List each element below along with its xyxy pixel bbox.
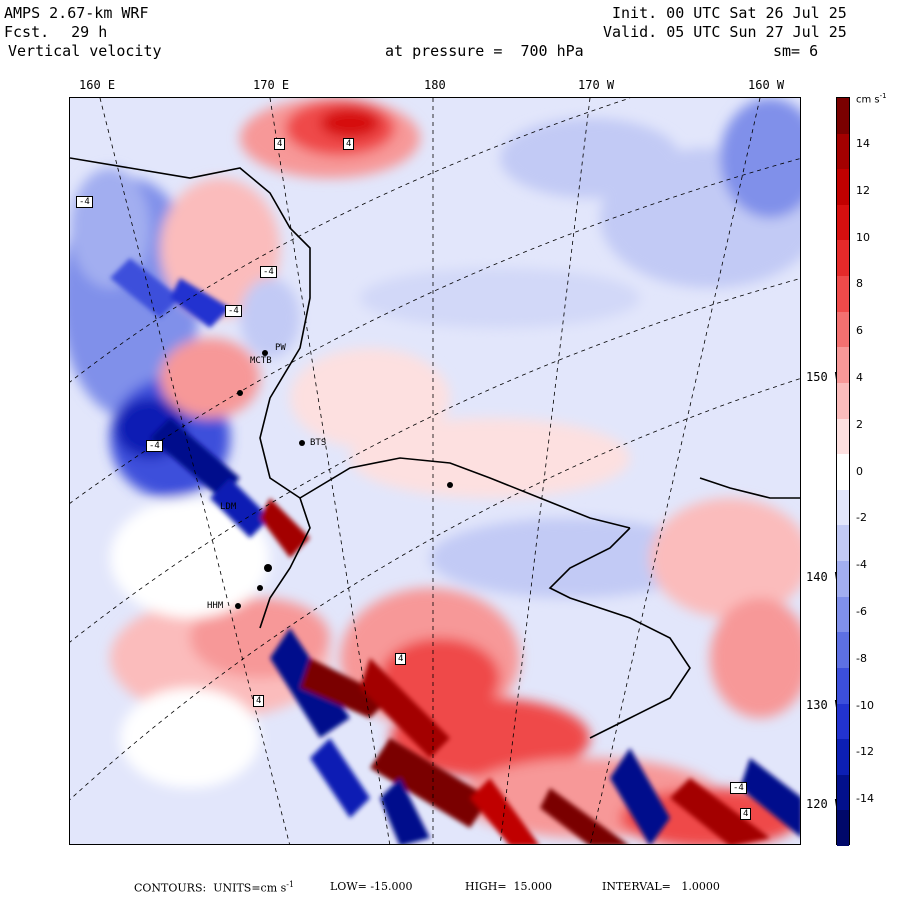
colorbar-tick-label: 10 <box>856 230 870 244</box>
contour-label: -4 <box>730 782 747 794</box>
contour-label: 4 <box>740 808 752 820</box>
colorbar-tick-label: 2 <box>856 417 863 431</box>
pressure-level: at pressure = 700 hPa <box>385 42 584 60</box>
contour-label: 4 <box>343 138 355 150</box>
footer-units: CONTOURS: UNITS=cm s <box>134 881 287 895</box>
contour-label: 4 <box>253 695 265 707</box>
lon-label-160e: 160 E <box>79 78 116 92</box>
colorbar-band <box>837 169 849 206</box>
contour-label: -4 <box>260 266 277 278</box>
vertical-velocity-map: PW MCTB BTS LDM HHM 4 4 -4 -4 -4 -4 -4 4… <box>69 97 801 845</box>
colorbar-band <box>837 276 849 313</box>
station-dots <box>235 350 453 609</box>
colorbar-band <box>837 489 849 526</box>
colorbar-band <box>837 382 849 420</box>
colorbar-band <box>837 667 849 704</box>
colorbar-band <box>837 204 849 241</box>
model-title: AMPS 2.67-km WRF <box>4 4 149 22</box>
colorbar-tick-label: 12 <box>856 183 870 197</box>
colorbar-band <box>837 311 849 348</box>
smooth-field <box>70 98 800 844</box>
colorbar-band <box>837 347 849 384</box>
colorbar-band <box>837 561 849 598</box>
colorbar <box>836 97 850 847</box>
station-label-bts: BTS <box>310 438 327 448</box>
contour-label: -4 <box>146 440 163 452</box>
colorbar-band <box>837 133 849 170</box>
contour-label: 4 <box>395 653 407 665</box>
init-time: Init. 00 UTC Sat 26 Jul 25 <box>612 4 847 22</box>
colorbar-tick-label: -4 <box>856 558 867 572</box>
colorbar-unit-exp: -1 <box>879 92 887 100</box>
colorbar-band <box>837 774 849 811</box>
footer-units-exp: -1 <box>286 880 295 889</box>
colorbar-unit: cm s-1 <box>856 92 887 105</box>
station-label-hhm: HHM <box>207 601 224 611</box>
colorbar-unit-text: cm s <box>856 94 880 106</box>
colorbar-band <box>837 454 849 491</box>
colorbar-tick-label: 14 <box>856 137 870 150</box>
lon-label-160w: 160 W <box>748 78 785 92</box>
station-label-pw: PW <box>275 343 286 353</box>
colorbar-band <box>837 596 849 633</box>
colorbar-tick-label: -6 <box>856 605 867 618</box>
colorbar-band <box>837 418 849 455</box>
station-label-mctb: MCTB <box>250 356 272 366</box>
valid-time: Valid. 05 UTC Sun 27 Jul 25 <box>603 23 847 41</box>
station-label-ldm: LDM <box>220 502 237 512</box>
colorbar-band <box>837 525 849 562</box>
footer-low: LOW= -15.000 <box>330 880 413 893</box>
colorbar-tick-label: 0 <box>856 464 863 478</box>
colorbar-band <box>837 632 849 669</box>
fine-field <box>110 258 800 844</box>
lon-label-180: 180 <box>424 78 446 92</box>
colorbar-tick-label: 6 <box>856 324 863 338</box>
colorbar-band <box>837 240 849 277</box>
footer-contours: CONTOURS: UNITS=cm s-1 <box>134 880 294 895</box>
colorbar-band <box>837 810 849 847</box>
graticule <box>70 98 800 844</box>
contour-label: -4 <box>225 305 242 317</box>
lon-label-170e: 170 E <box>253 78 290 92</box>
colorbar-tick-label: -12 <box>856 745 874 759</box>
colorbar-tick-label: -8 <box>856 651 867 665</box>
variable-name: Vertical velocity <box>8 42 162 60</box>
colorbar-tick-label: -14 <box>856 792 874 806</box>
map-field-svg <box>70 98 800 844</box>
contour-label: -4 <box>76 196 93 208</box>
forecast-prefix: Fcst. <box>4 23 50 41</box>
colorbar-tick-label: -10 <box>856 698 874 712</box>
colorbar-band <box>837 739 849 776</box>
forecast-label: Fcst. 29 h <box>4 23 107 41</box>
colorbar-tick-label: -2 <box>856 511 867 525</box>
colorbar-band <box>837 703 849 740</box>
lon-label-170w: 170 W <box>578 78 615 92</box>
colorbar-tick-label: 8 <box>856 277 863 291</box>
colorbar-band <box>837 98 849 135</box>
footer-high: HIGH= 15.000 <box>465 880 553 893</box>
contour-label: 4 <box>274 138 286 150</box>
smoothing: sm= 6 <box>773 42 819 60</box>
colorbar-tick-label: 4 <box>856 371 863 384</box>
footer-interval: INTERVAL= 1.0000 <box>602 880 720 893</box>
coastline <box>70 157 800 739</box>
forecast-hours: 29 h <box>71 23 108 41</box>
